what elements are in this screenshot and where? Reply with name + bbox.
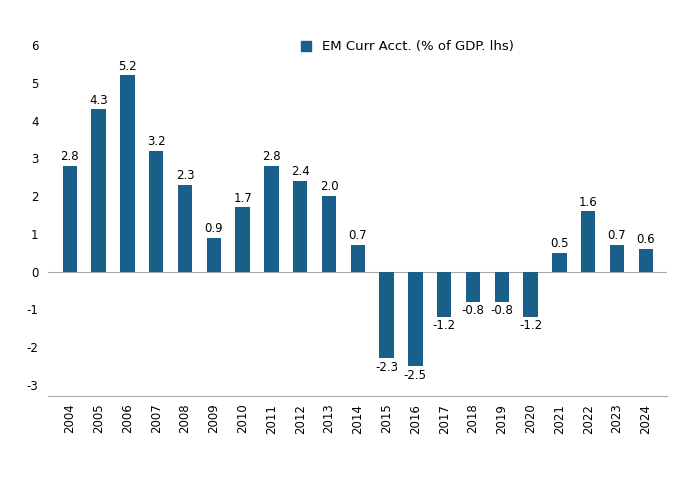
Bar bbox=[552, 253, 566, 271]
Bar bbox=[63, 166, 77, 271]
Text: 0.5: 0.5 bbox=[550, 237, 568, 250]
Bar bbox=[322, 196, 336, 271]
Text: -0.8: -0.8 bbox=[462, 304, 484, 317]
Text: 2.8: 2.8 bbox=[262, 150, 281, 163]
Bar bbox=[437, 271, 451, 317]
Bar bbox=[351, 245, 365, 271]
Bar bbox=[206, 238, 221, 271]
Legend: EM Curr Acct. (% of GDP. lhs): EM Curr Acct. (% of GDP. lhs) bbox=[301, 41, 514, 54]
Text: 3.2: 3.2 bbox=[147, 135, 166, 148]
Text: -1.2: -1.2 bbox=[433, 319, 455, 332]
Bar bbox=[379, 271, 394, 358]
Text: 2.0: 2.0 bbox=[320, 181, 338, 193]
Bar bbox=[581, 211, 595, 271]
Text: -1.2: -1.2 bbox=[519, 319, 542, 332]
Bar bbox=[293, 181, 308, 271]
Text: 0.7: 0.7 bbox=[608, 229, 626, 242]
Text: 0.7: 0.7 bbox=[348, 229, 367, 242]
Text: 2.3: 2.3 bbox=[175, 169, 194, 182]
Bar bbox=[524, 271, 538, 317]
Bar bbox=[178, 185, 192, 271]
Text: 4.3: 4.3 bbox=[89, 94, 108, 107]
Text: 5.2: 5.2 bbox=[118, 60, 137, 72]
Bar bbox=[408, 271, 422, 366]
Bar bbox=[149, 151, 163, 271]
Text: 0.9: 0.9 bbox=[204, 222, 223, 235]
Text: -0.8: -0.8 bbox=[491, 304, 513, 317]
Text: 2.8: 2.8 bbox=[61, 150, 79, 163]
Bar bbox=[466, 271, 480, 302]
Text: -2.3: -2.3 bbox=[375, 361, 398, 374]
Text: 1.7: 1.7 bbox=[233, 192, 252, 205]
Text: 0.6: 0.6 bbox=[636, 233, 655, 246]
Text: -2.5: -2.5 bbox=[404, 369, 427, 382]
Bar bbox=[610, 245, 624, 271]
Bar bbox=[120, 75, 135, 271]
Text: 2.4: 2.4 bbox=[291, 165, 310, 178]
Bar bbox=[638, 249, 653, 271]
Bar bbox=[495, 271, 509, 302]
Bar bbox=[235, 207, 250, 271]
Bar bbox=[264, 166, 279, 271]
Text: 1.6: 1.6 bbox=[579, 196, 598, 209]
Bar bbox=[92, 109, 106, 271]
